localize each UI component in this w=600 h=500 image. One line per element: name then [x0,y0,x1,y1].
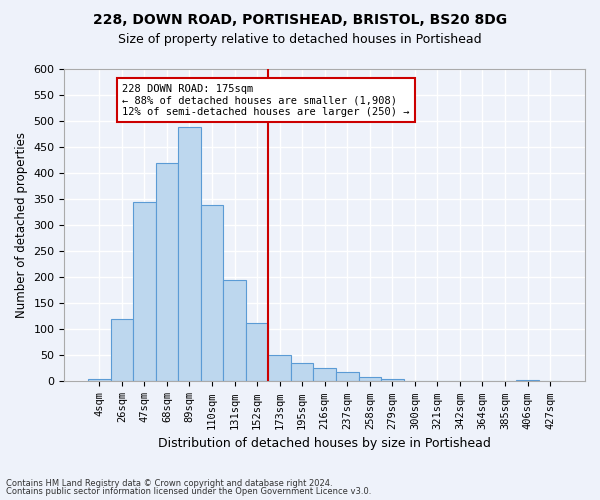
Text: Contains public sector information licensed under the Open Government Licence v3: Contains public sector information licen… [6,487,371,496]
Bar [381,379,404,382]
Bar [268,356,291,382]
Bar [313,368,336,382]
Bar [471,381,494,382]
Y-axis label: Number of detached properties: Number of detached properties [15,132,28,318]
Bar [178,128,201,382]
Text: 228, DOWN ROAD, PORTISHEAD, BRISTOL, BS20 8DG: 228, DOWN ROAD, PORTISHEAD, BRISTOL, BS2… [93,12,507,26]
Bar [426,381,449,382]
Bar [359,378,381,382]
Bar [155,162,178,382]
Bar [110,319,133,382]
Bar [516,380,539,382]
X-axis label: Distribution of detached houses by size in Portishead: Distribution of detached houses by size … [158,437,491,450]
Bar [246,322,268,382]
Text: 228 DOWN ROAD: 175sqm
← 88% of detached houses are smaller (1,908)
12% of semi-d: 228 DOWN ROAD: 175sqm ← 88% of detached … [122,84,409,117]
Text: Size of property relative to detached houses in Portishead: Size of property relative to detached ho… [118,32,482,46]
Bar [133,202,155,382]
Bar [404,381,426,382]
Bar [291,362,313,382]
Bar [201,206,223,382]
Bar [223,280,246,382]
Text: Contains HM Land Registry data © Crown copyright and database right 2024.: Contains HM Land Registry data © Crown c… [6,478,332,488]
Bar [88,379,110,382]
Bar [336,372,359,382]
Bar [539,381,562,382]
